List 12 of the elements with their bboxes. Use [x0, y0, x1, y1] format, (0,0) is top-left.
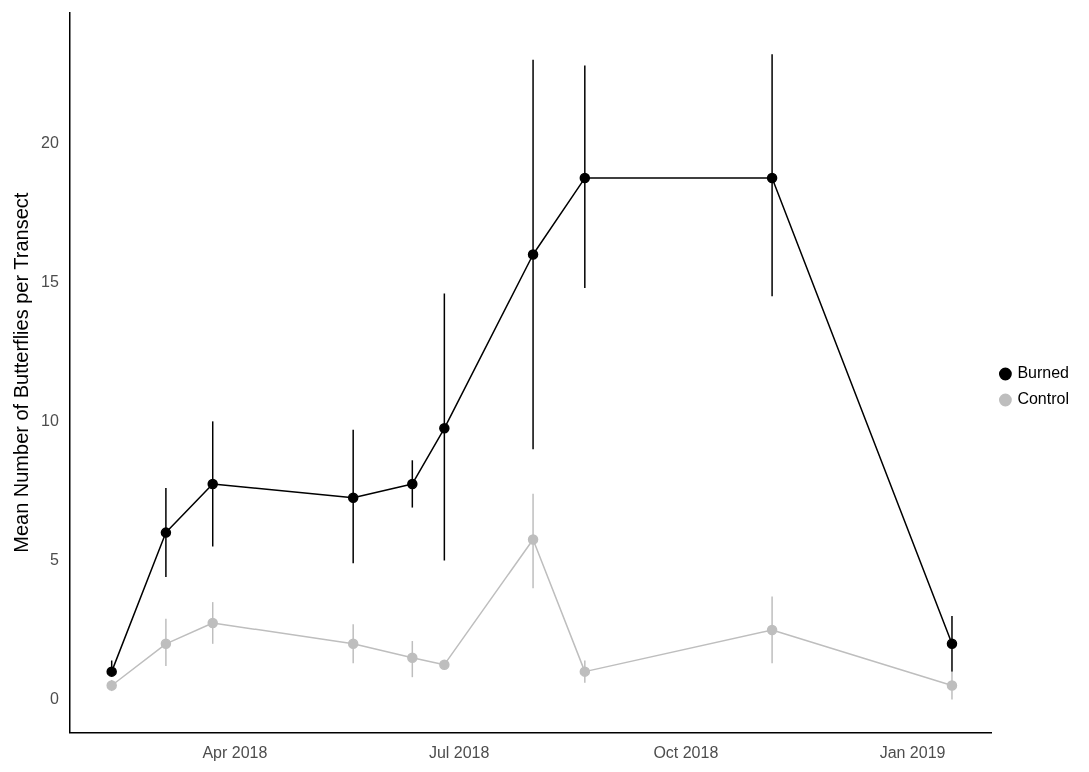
x-tick-label: Jul 2018 — [428, 743, 490, 761]
x-tick-label: Oct 2018 — [653, 743, 719, 761]
y-axis-title: Mean Number of Butterflies per Transect — [9, 192, 32, 553]
y-tick-label: 10 — [41, 411, 59, 429]
x-tick-label: Apr 2018 — [202, 743, 268, 761]
y-tick-label: 5 — [49, 550, 59, 568]
y-tick-label: 0 — [49, 689, 59, 707]
legend-label: Burned — [1017, 364, 1069, 382]
y-tick-label: 15 — [41, 272, 59, 290]
legend-label: Control — [1017, 390, 1069, 408]
y-tick-label: 20 — [41, 133, 59, 151]
x-tick-label: Jan 2019 — [879, 743, 946, 761]
